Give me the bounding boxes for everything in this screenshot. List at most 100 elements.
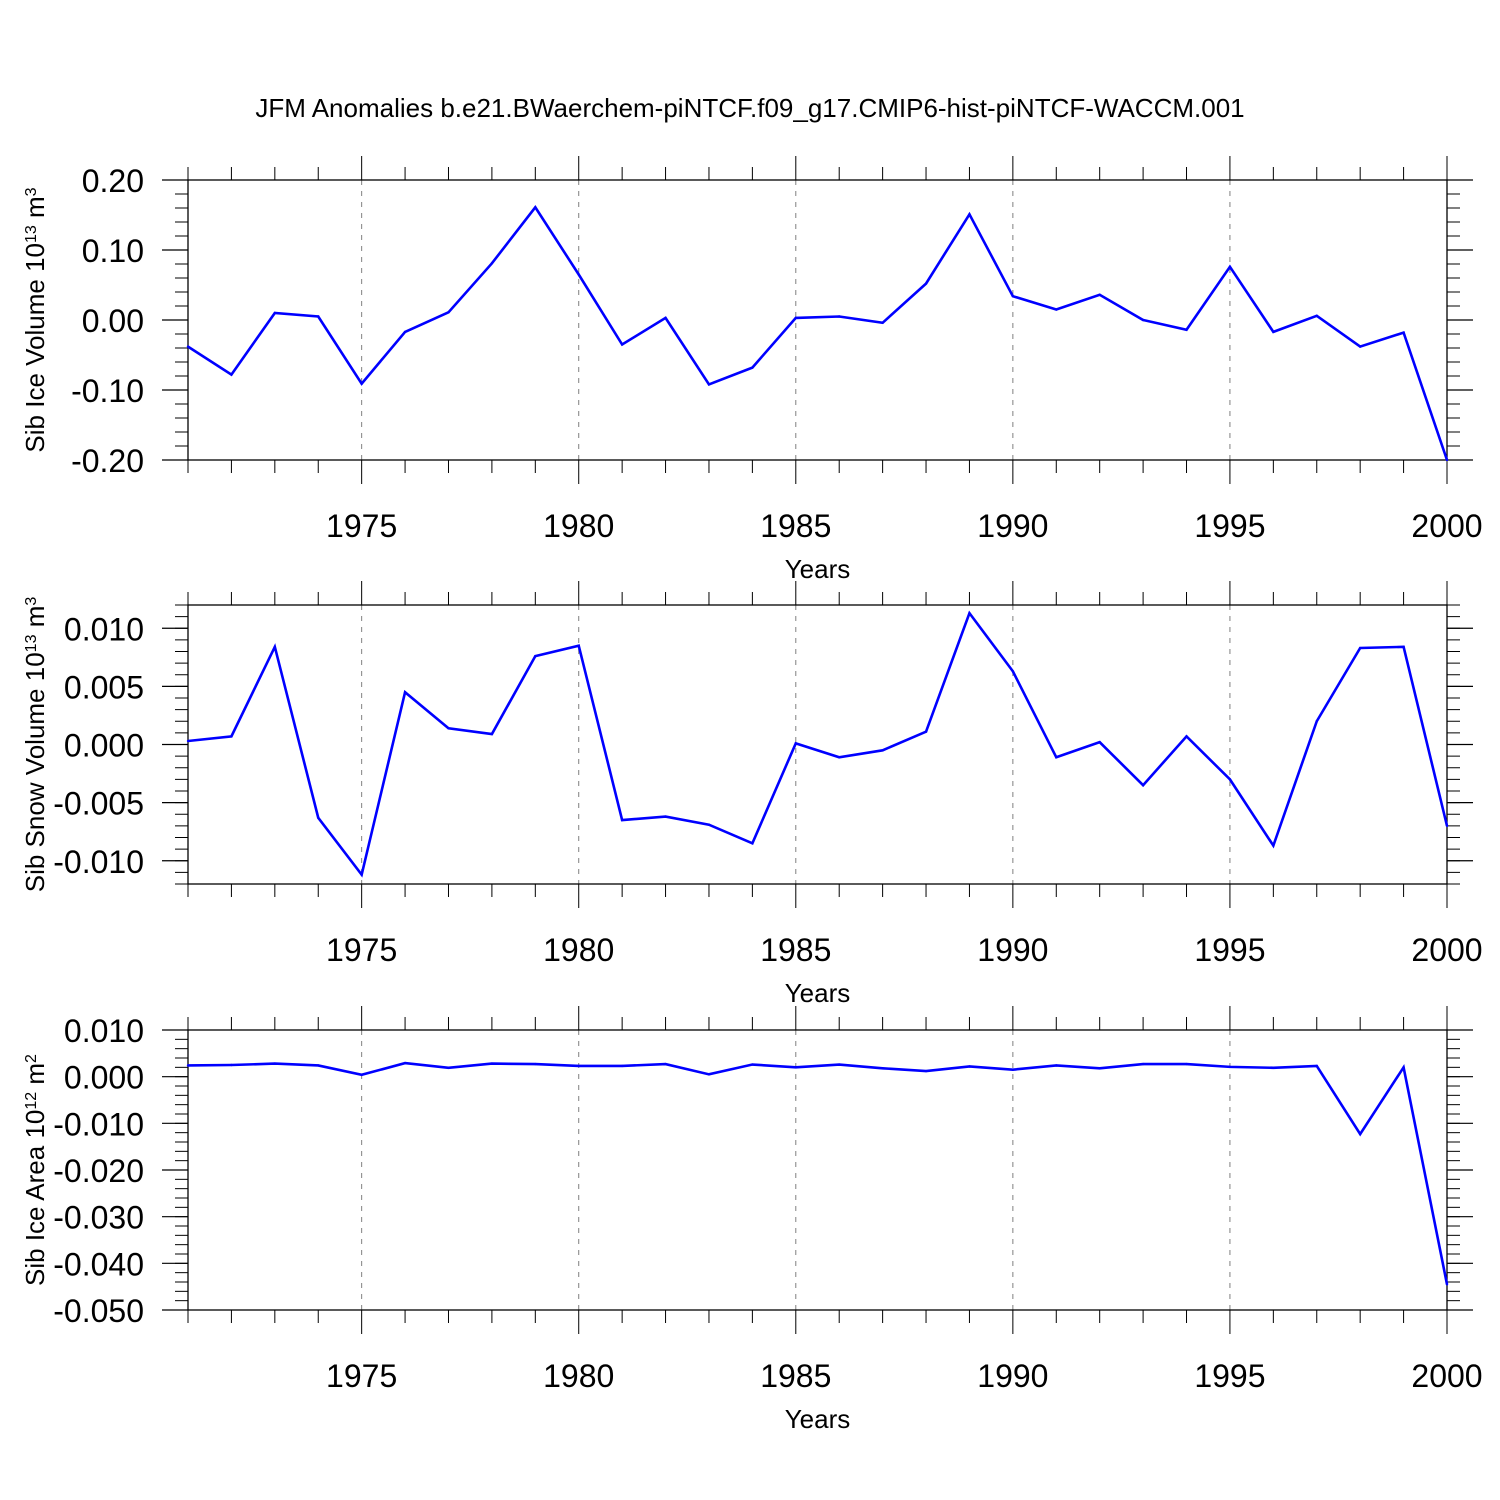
chart-panel-1: -0.20 -0.10 0.00 0.10 0.20 1975 1980 1985 1990 19… <box>20 156 1483 584</box>
data-point <box>230 373 233 376</box>
x-tick-label: 1985 <box>760 932 831 968</box>
y-tick-label: -0.030 <box>53 1200 144 1236</box>
data-point <box>273 1062 277 1065</box>
data-point <box>1228 265 1232 268</box>
data-point <box>794 316 797 320</box>
x-tick-label: 1980 <box>543 1358 614 1394</box>
x-tick-label: 1985 <box>760 508 831 544</box>
x-tick-label: 2000 <box>1411 1358 1482 1394</box>
y-tick-label: 0.00 <box>82 303 144 339</box>
series-line <box>187 610 1449 878</box>
data-point <box>924 282 928 285</box>
data-point <box>664 316 667 320</box>
data-point <box>1185 328 1188 331</box>
panels: -0.20 -0.10 0.00 0.10 0.20 1975 1980 1985 1990 19… <box>20 156 1483 1434</box>
chart-panel-3: -0.050 -0.040 -0.030 -0.020 -0.010 0.000 0.010… <box>20 1006 1483 1434</box>
y-tick-label: 0.000 <box>64 1060 144 1096</box>
data-point <box>1185 1062 1188 1066</box>
data-point <box>968 1065 971 1068</box>
data-point <box>1272 330 1275 334</box>
y-axis-label-superscript: 13 <box>23 634 40 652</box>
data-point <box>1098 1067 1101 1070</box>
y-axis-label: Sib Ice Volume 1013 m3 <box>20 187 50 452</box>
data-point <box>1228 1065 1232 1069</box>
data-point <box>317 1064 320 1067</box>
data-point <box>838 1063 841 1066</box>
data-point <box>751 842 754 845</box>
data-point <box>230 1063 233 1067</box>
x-tick-label: 1990 <box>977 508 1048 544</box>
data-point <box>1141 783 1145 787</box>
data-point <box>273 645 277 649</box>
x-axis-label: Years <box>785 554 851 584</box>
data-point <box>1185 735 1188 738</box>
plot-frame <box>187 604 1448 885</box>
y-tick-label: 0.010 <box>64 611 144 647</box>
data-point <box>360 873 363 876</box>
data-point <box>577 1064 580 1068</box>
data-point <box>1315 720 1318 723</box>
figure-title: JFM Anomalies b.e21.BWaerchem-piNTCF.f09… <box>255 93 1244 123</box>
data-point <box>534 206 537 209</box>
data-point <box>1011 295 1015 298</box>
data-point <box>360 382 363 385</box>
data-point <box>490 1062 494 1065</box>
y-tick-label: 0.10 <box>82 233 144 269</box>
x-tick-label: 1995 <box>1194 1358 1265 1394</box>
data-point <box>924 730 928 733</box>
data-point <box>881 749 884 752</box>
data-point <box>1272 1066 1275 1070</box>
data-point <box>707 383 711 386</box>
y-tick-label: 0.010 <box>64 1013 144 1049</box>
data-point <box>317 816 320 819</box>
data-point <box>1055 1064 1058 1067</box>
data-point <box>490 262 494 265</box>
data-point <box>794 742 797 745</box>
data-point <box>620 1064 624 1068</box>
y-tick-label: -0.10 <box>71 373 144 409</box>
data-point <box>664 815 667 818</box>
data-point <box>577 644 580 647</box>
chart-panel-2: -0.010 -0.005 0.000 0.005 0.010 1975 1980 1985 1… <box>20 581 1483 1008</box>
data-point <box>1358 1132 1362 1136</box>
y-axis-label-text: m <box>20 606 50 635</box>
data-point <box>707 1073 711 1076</box>
data-point <box>1011 670 1015 673</box>
y-tick-label: 0.20 <box>82 163 144 199</box>
x-tick-label: 1975 <box>326 508 397 544</box>
y-tick-label: -0.010 <box>53 1106 144 1142</box>
data-point <box>273 311 277 315</box>
x-tick-label: 1975 <box>326 932 397 968</box>
data-point <box>1402 1066 1405 1069</box>
data-point <box>230 735 233 738</box>
data-point <box>1445 1283 1449 1286</box>
y-tick-label: -0.20 <box>71 443 144 479</box>
plot-frame <box>187 179 1448 461</box>
data-point <box>968 611 971 615</box>
data-point <box>1055 756 1058 759</box>
y-axis-label-text: Sib Ice Area 10 <box>20 1110 50 1286</box>
data-point <box>620 818 624 822</box>
x-axis-label: Years <box>785 1404 851 1434</box>
x-tick-label: 1990 <box>977 932 1048 968</box>
y-tick-label: -0.040 <box>53 1246 144 1282</box>
y-axis-label-text: Sib Snow Volume 10 <box>20 652 50 892</box>
data-point <box>968 213 971 216</box>
x-tick-label: 1995 <box>1194 508 1265 544</box>
data-point <box>360 1073 363 1077</box>
y-axis-label-superscript: 12 <box>23 1092 40 1110</box>
data-point <box>1315 314 1318 317</box>
data-point <box>403 690 407 694</box>
y-axis-label-superscript: 3 <box>23 187 40 196</box>
data-point <box>1445 824 1449 828</box>
data-point <box>751 366 754 369</box>
x-tick-label: 1975 <box>326 1358 397 1394</box>
data-point <box>577 273 580 276</box>
data-point <box>881 321 884 324</box>
data-point <box>1402 331 1405 334</box>
series-line <box>187 1061 1449 1285</box>
data-point <box>838 756 841 759</box>
y-tick-label: -0.005 <box>53 786 144 822</box>
data-point <box>1141 1062 1145 1066</box>
y-axis-label-superscript: 2 <box>23 1054 40 1063</box>
